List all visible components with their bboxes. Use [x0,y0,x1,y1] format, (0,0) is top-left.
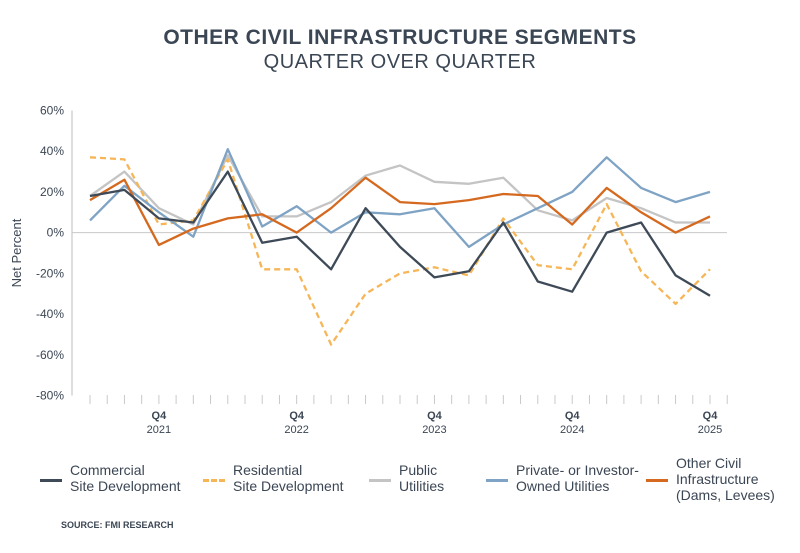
x-tick-label-quarter: Q4 [289,410,305,422]
y-tick-label: 0% [47,226,65,240]
legend-label-line: Site Development [233,478,344,494]
y-tick-label: 40% [40,144,64,158]
chart-subtitle: QUARTER OVER QUARTER [263,51,537,73]
legend-item: Private- or Investor- Owned Utilities [486,462,639,494]
x-tick-label-quarter: Q4 [427,410,443,422]
x-tick-label-quarter: Q4 [565,410,581,422]
x-tick-label-quarter: Q4 [152,410,168,422]
legend-swatch [369,479,391,482]
source-note: SOURCE: FMI RESEARCH [61,520,174,530]
legend-label-line: Commercial [70,462,145,478]
legend-swatch [486,479,508,482]
legend-item: Residential Site Development [203,462,344,494]
legend-label-line: Residential [233,462,303,478]
legend-label-line: Site Development [70,478,181,494]
x-tick-label-year: 2023 [422,424,446,436]
y-axis-title: Net Percent [9,218,24,287]
legend-label-line: (Dams, Levees) [676,487,775,503]
legend-label-line: Owned Utilities [516,478,610,494]
series-line-other-civil-infrastructure-dams-levees- [89,176,711,247]
line-chart: 60% 40% 20% 0% -20% -40% -60% -80% Net Percent Q4… [9,104,728,436]
y-tick-label: 20% [40,185,64,199]
x-tick-label-year: 2021 [147,424,171,436]
legend-label-line: Infrastructure [676,471,759,487]
legend-label-line: Utilities [399,478,445,494]
legend-label-line: Public [399,462,438,478]
legend-item: Other Civil Infrastructure (Dams, Levees) [646,455,775,503]
y-tick-label: -40% [36,307,64,321]
legend-item: Commercial Site Development [40,462,181,494]
y-tick-label: 60% [40,104,64,118]
x-tick-label-year: 2024 [560,424,584,436]
x-tick-label-year: 2025 [698,424,722,436]
legend-swatch [646,479,668,482]
legend: Commercial Site Development Residential Sit… [0,455,800,522]
legend-label-line: Other Civil [676,455,742,471]
legend-swatch [203,479,225,482]
legend-swatch [40,479,62,482]
y-tick-label: -20% [36,266,64,280]
legend-label-line: Private- or Investor- [516,462,639,478]
x-tick-label-quarter: Q4 [703,410,719,422]
y-tick-label: -80% [36,389,64,403]
series-line-residential-site-development [89,156,711,346]
chart-title: OTHER CIVIL INFRASTRUCTURE SEGMENTS [163,26,637,49]
x-tick-label-year: 2022 [284,424,308,436]
legend-item: Public Utilities [369,462,444,494]
y-tick-label: -60% [36,348,64,362]
